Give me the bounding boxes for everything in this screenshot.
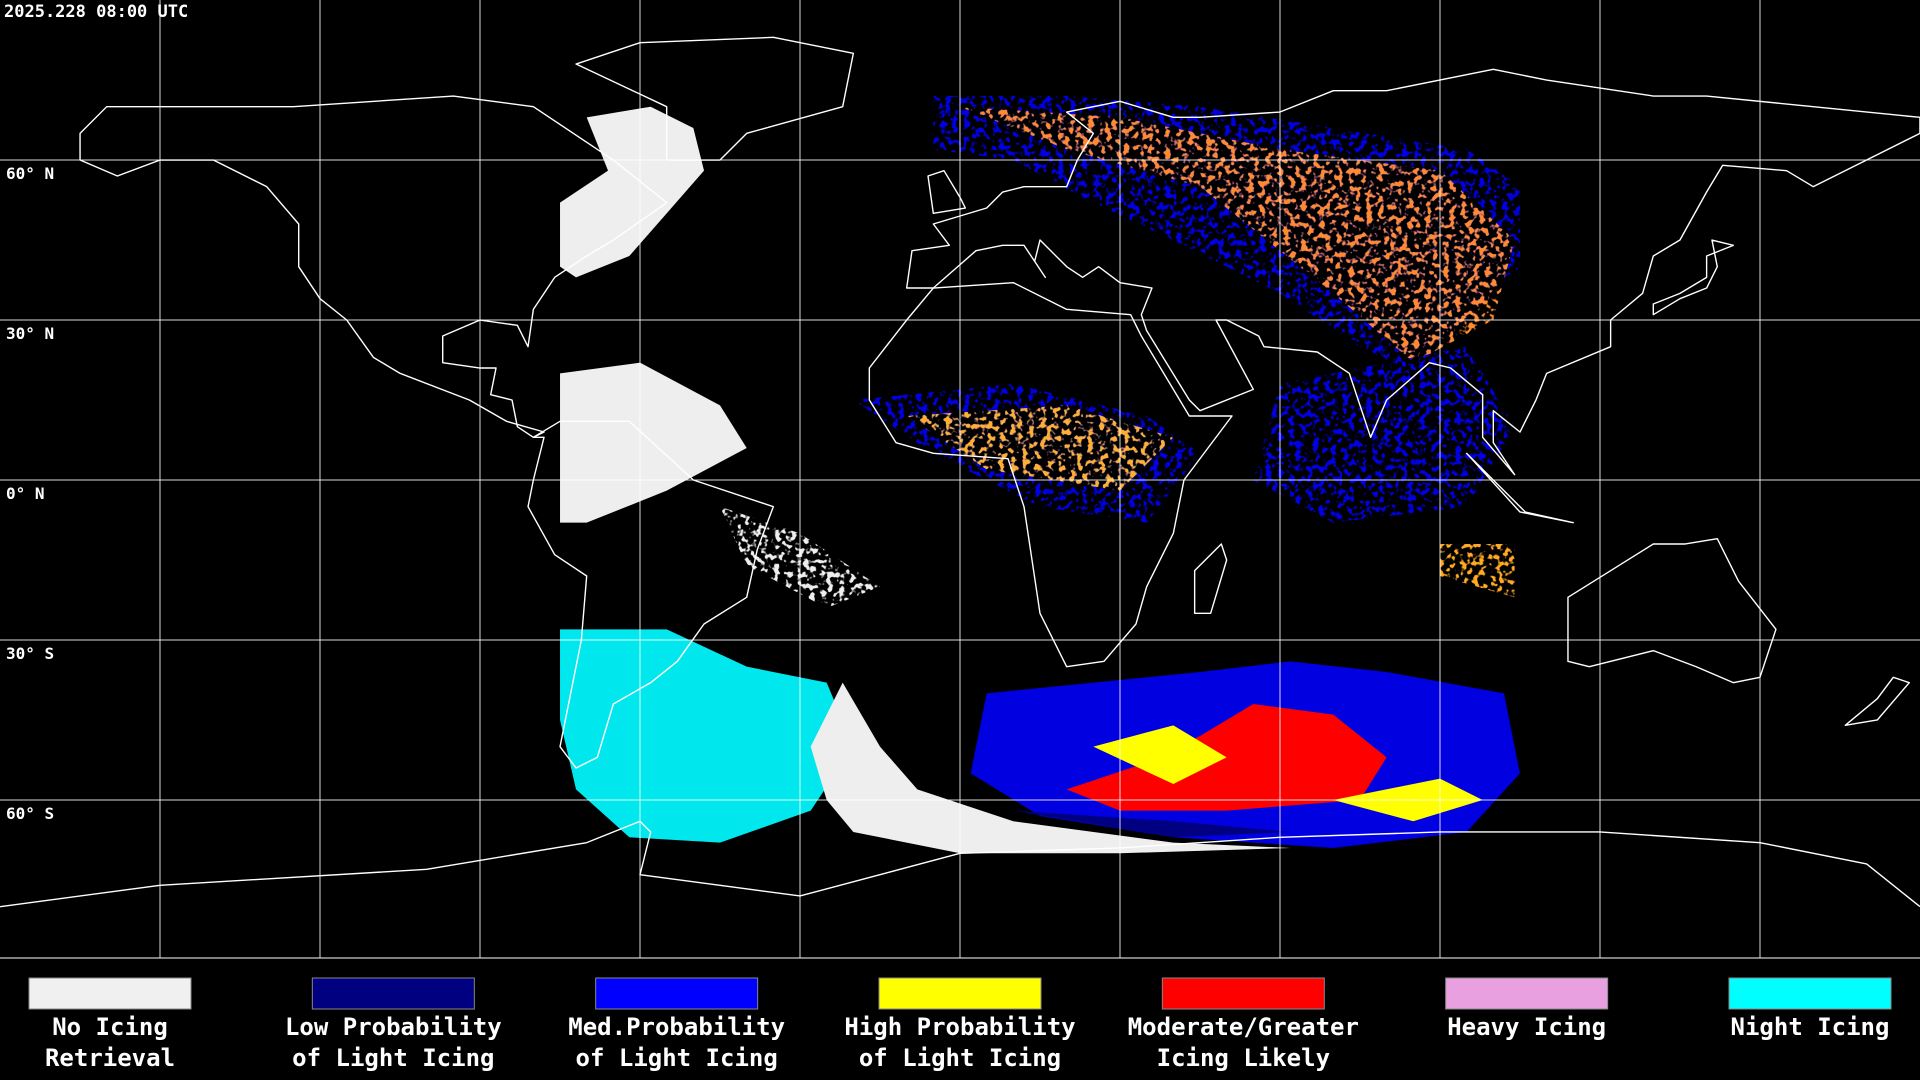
high-icing-area bbox=[1093, 725, 1227, 784]
latitude-label: 60° S bbox=[6, 804, 54, 823]
no-retrieval-area bbox=[560, 106, 705, 278]
high-icing-area bbox=[960, 106, 1515, 363]
legend-label: of Light Icing bbox=[292, 1044, 494, 1072]
high-icing-area bbox=[906, 405, 1174, 491]
legend-label: Med.Probability bbox=[568, 1013, 785, 1041]
coastline bbox=[576, 37, 853, 160]
legend-label: High Probability bbox=[844, 1013, 1075, 1041]
moderate-icing-area bbox=[1066, 703, 1387, 811]
latitude-label: 30° N bbox=[6, 324, 54, 343]
legend-label: Low Probability bbox=[285, 1013, 502, 1041]
coastline bbox=[1653, 240, 1733, 315]
legend-swatch bbox=[595, 977, 759, 1010]
med-icing-area bbox=[1253, 346, 1515, 523]
coastline bbox=[869, 283, 1232, 667]
timestamp: 2025.228 08:00 UTC bbox=[4, 2, 188, 22]
legend-label: Icing Likely bbox=[1157, 1044, 1330, 1072]
legend-label: Night Icing bbox=[1731, 1013, 1890, 1041]
coastline bbox=[528, 421, 773, 768]
legend-label: Heavy Icing bbox=[1447, 1013, 1606, 1041]
graticule bbox=[0, 0, 1920, 958]
legend-label: of Light Icing bbox=[576, 1044, 778, 1072]
latitude-label: 30° S bbox=[6, 644, 54, 663]
coastline bbox=[0, 821, 1920, 906]
icing-imagery bbox=[560, 96, 1520, 854]
legend-label: of Light Icing bbox=[859, 1044, 1061, 1072]
coastline bbox=[907, 69, 1920, 474]
legend: No Icing Retrieval Low Probability of Light… bbox=[28, 977, 1892, 1072]
legend-label: Retrieval bbox=[45, 1044, 175, 1072]
coastline bbox=[80, 96, 667, 437]
latitude-label: 0° N bbox=[6, 484, 45, 503]
legend-swatch bbox=[1161, 977, 1325, 1010]
legend-swatch bbox=[878, 977, 1042, 1010]
legend-swatch bbox=[1728, 977, 1892, 1010]
latitude-labels: 60° N 30° N 0° N 30° S 60° S bbox=[6, 164, 54, 823]
coastline bbox=[1195, 544, 1227, 613]
coastlines bbox=[0, 37, 1920, 906]
legend-label: No Icing bbox=[52, 1013, 168, 1041]
low-icing-area bbox=[1013, 810, 1291, 838]
high-icing-area bbox=[1439, 543, 1515, 598]
latitude-label: 60° N bbox=[6, 164, 54, 183]
no-retrieval-area bbox=[810, 682, 1291, 854]
legend-swatch bbox=[28, 977, 192, 1010]
legend-label: Moderate/Greater bbox=[1128, 1013, 1359, 1041]
coastline bbox=[1845, 677, 1909, 725]
legend-swatch bbox=[1445, 977, 1609, 1010]
night-icing-area bbox=[560, 629, 854, 843]
legend-swatch bbox=[311, 977, 475, 1010]
coastline bbox=[1467, 453, 1574, 522]
